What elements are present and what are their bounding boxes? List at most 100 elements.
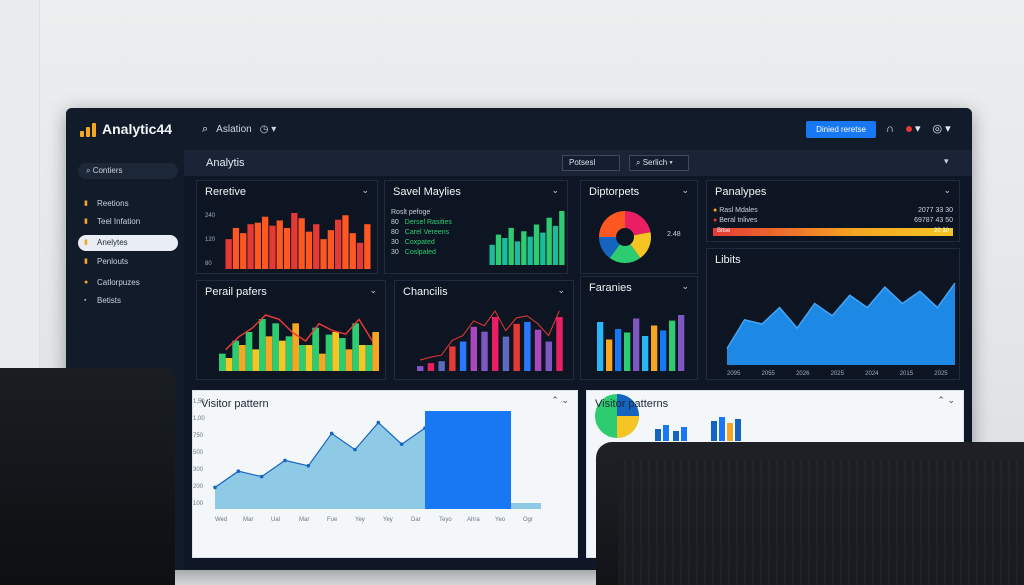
sidebar-item-penlouts[interactable]: ▮ Penlouts [78, 254, 178, 270]
x-tick-label: Yeo [495, 517, 506, 523]
clock-icon[interactable]: ◷ ▾ [259, 124, 277, 135]
card-title: Perail pafers [205, 286, 267, 298]
bar [502, 336, 510, 371]
bar [349, 233, 356, 269]
legend-row: 30 Coslpaled [391, 249, 436, 256]
bar [219, 353, 226, 371]
bar [678, 315, 685, 371]
chevron-down-icon[interactable]: ⌄ [681, 281, 689, 291]
bar [335, 219, 342, 269]
bar [339, 338, 346, 371]
x-tick-label: 2025 [934, 371, 948, 377]
chart-savel [489, 211, 565, 265]
bar-icon: ▮ [84, 218, 88, 225]
sidebar-search[interactable]: ⌕ Contiers [78, 163, 178, 179]
x-tick-label: Yey [383, 517, 393, 523]
data-point [306, 464, 311, 468]
bar-icon: ▮ [84, 239, 88, 246]
headphones-icon[interactable]: ∩ [886, 122, 894, 135]
area-line [214, 421, 426, 488]
chart-perail [219, 314, 379, 371]
legend-row: 80 Dersel Rasities [391, 219, 452, 226]
bar [345, 349, 353, 371]
trend-line [419, 310, 560, 361]
x-tick-label: 2015 [900, 371, 914, 377]
sidebar-item-betists[interactable]: ▪ Betists [78, 293, 178, 309]
data-point [283, 458, 287, 463]
chevron-down-icon[interactable]: ▾ [944, 156, 949, 166]
top-search[interactable]: ⌕ Aslation ◷ ▾ [202, 123, 276, 136]
bar [332, 332, 339, 371]
bar [534, 329, 542, 371]
chevron-down-icon[interactable]: ⌄ [943, 185, 951, 195]
report-field[interactable]: Potsesl [562, 155, 620, 171]
bar [470, 326, 477, 371]
sub-header: Analytis Potsesl ⌕ Serlich ▾ ▾ [184, 150, 972, 176]
data-point [236, 469, 241, 473]
pie-slice [625, 211, 651, 237]
chevron-down-icon[interactable]: ⌄ [361, 185, 369, 195]
legend-label: Coxpated [404, 239, 435, 246]
sidebar-item-label: Anelytes [97, 238, 128, 247]
chevron-down-icon[interactable]: ⌄ [551, 185, 559, 195]
legend-label: Carel Vereens [404, 229, 450, 236]
chart-libits: 2095 2055 2026 2025 2024 2015 2025 [726, 282, 956, 377]
logo-icon [80, 123, 96, 137]
x-tick-label: Mar [243, 517, 253, 523]
card-diptorpets: Diptorpets ⌄ 2.48 [580, 180, 698, 274]
bar [669, 320, 676, 371]
y-tick-label: 1,50 [193, 399, 205, 405]
primary-action-button[interactable]: Dinied reretse [806, 121, 876, 138]
x-tick-label: Dar [411, 517, 421, 523]
legend-header: Roslt pefoge [391, 209, 430, 216]
sidebar-item-catlorpuzes[interactable]: ● Catlorpuzes [78, 275, 178, 291]
bar [546, 217, 552, 265]
sidebar-item-infation[interactable]: ▮ Teel Infation [78, 214, 178, 230]
y-tick-label: 1,00 [193, 416, 205, 422]
bar [556, 317, 563, 371]
foreground-screen-texture [618, 460, 1024, 585]
circle-icon: ● [84, 279, 89, 286]
y-tick-label: 80 [205, 261, 212, 267]
bar [417, 366, 424, 371]
bar [633, 318, 640, 371]
sidebar-item-label: Betists [97, 296, 122, 305]
bar [372, 332, 379, 371]
sidebar-item-reetions[interactable]: ▮ Reetions [78, 196, 178, 212]
chevron-controls-icon[interactable]: ⌃ ⌄ [937, 395, 955, 405]
card-title: Diptorpets [589, 186, 640, 198]
notification-icon[interactable]: ▾ [905, 122, 920, 135]
bar [352, 323, 359, 371]
app-logo[interactable]: Analytic44 [80, 121, 172, 137]
bar [356, 242, 364, 269]
row-label: Rasl Mdales [719, 207, 758, 214]
legend-label: Coslpaled [404, 249, 436, 256]
bar [276, 220, 283, 269]
chevron-down-icon[interactable]: ⌄ [557, 285, 565, 295]
row-label: Beral tnlives [719, 217, 758, 224]
y-tick-label: 240 [205, 213, 216, 219]
account-icon[interactable]: ◎ ▾ [932, 123, 951, 135]
chevron-controls-icon[interactable]: ⌃ ⌄ [551, 395, 569, 405]
bar [342, 215, 349, 269]
foreground-monitor-right [596, 442, 1024, 585]
x-tick-label: 2095 [727, 371, 741, 377]
bar [225, 358, 233, 371]
top-bar: Analytic44 ⌕ Aslation ◷ ▾ Dinied reretse… [66, 108, 972, 150]
card-faranies: Faranies ⌄ [580, 276, 698, 380]
panalypes-row: ● Rasl Mdales 2077 33 30 [713, 207, 953, 214]
sidebar-item-anelytes[interactable]: ▮ Anelytes [78, 235, 178, 251]
filter-field[interactable]: ⌕ Serlich ▾ [629, 155, 689, 171]
bar [502, 238, 508, 265]
bar [651, 325, 658, 371]
sidebar-item-label: Catlorpuzes [97, 278, 140, 287]
legend-num: 30 [391, 249, 399, 256]
bar [492, 317, 499, 371]
card-title: Libits [715, 254, 741, 266]
chevron-down-icon[interactable]: ⌄ [681, 185, 689, 195]
bar [313, 224, 320, 269]
bar-icon: ▮ [84, 258, 88, 265]
chevron-down-icon[interactable]: ⌄ [369, 285, 377, 295]
legend-header-label: Roslt pefoge [391, 209, 431, 216]
x-tick-label: Mar [299, 517, 309, 523]
